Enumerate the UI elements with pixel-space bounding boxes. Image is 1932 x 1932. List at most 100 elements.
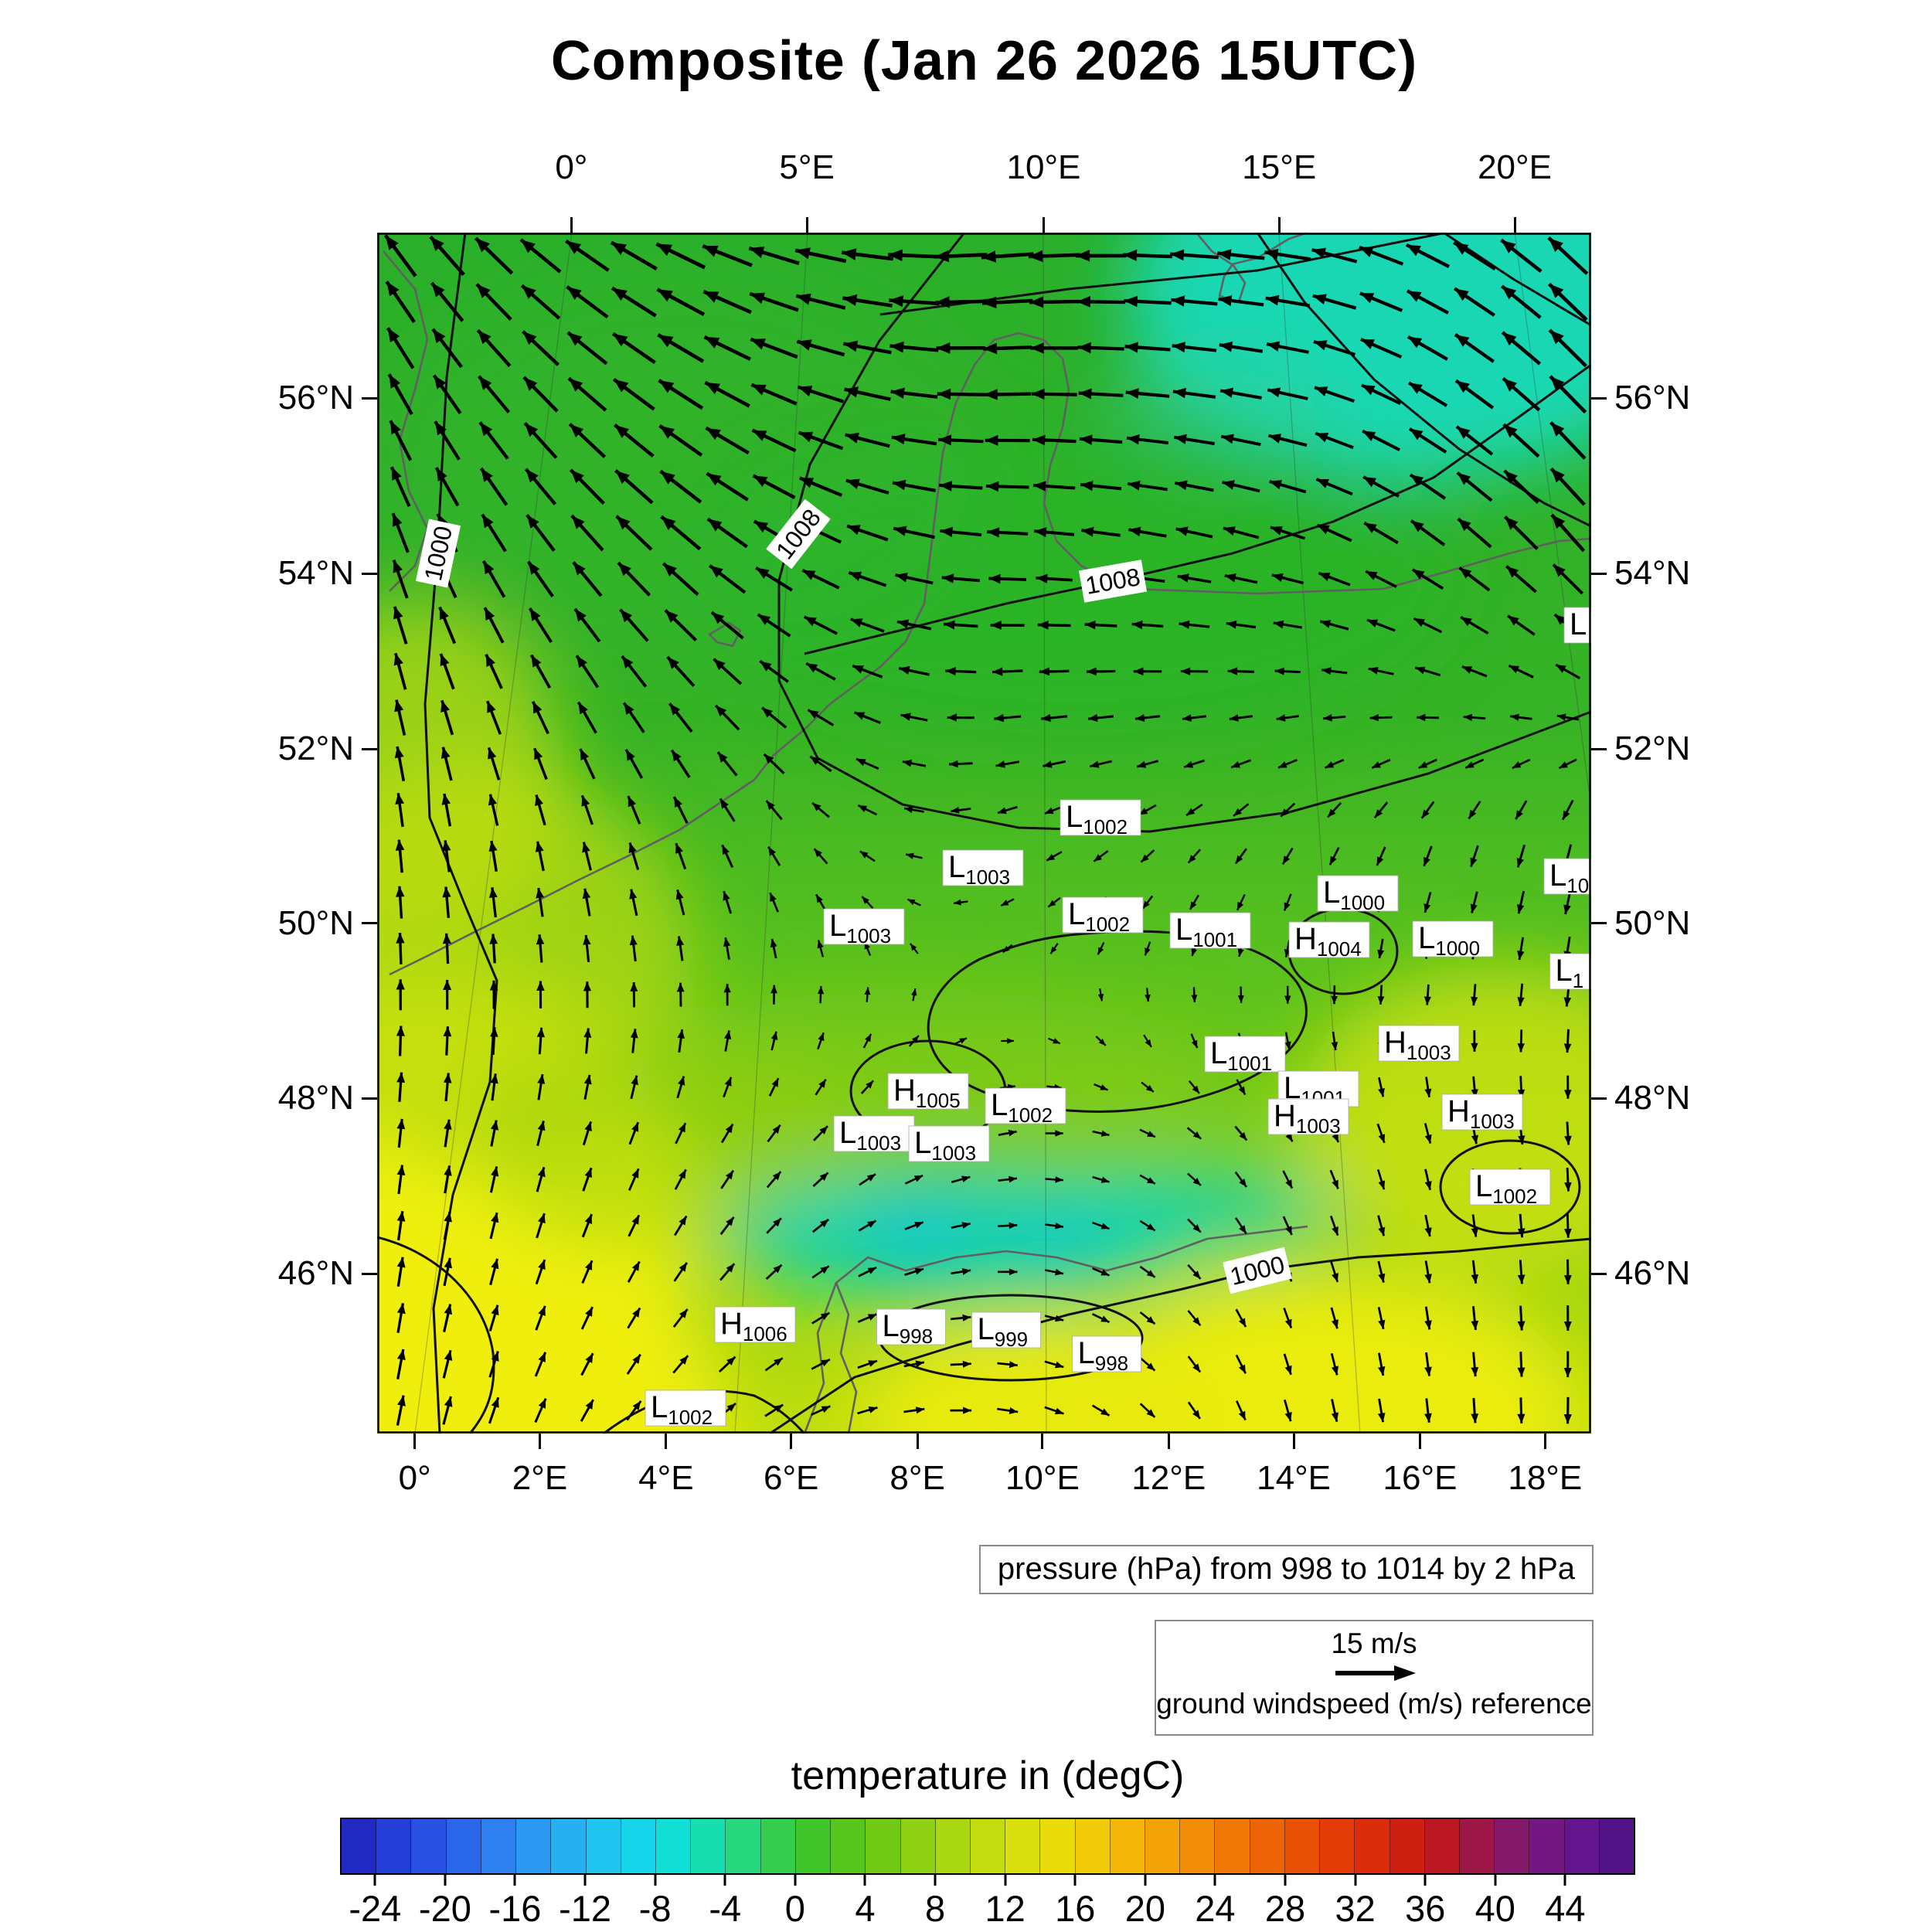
pressure-center-L10: L10 [1543,858,1591,897]
colorbar-tick-label: 44 [1545,1888,1586,1929]
colorbar-segment [760,1819,796,1873]
axis-tick [1418,1434,1421,1449]
colorbar-segment [411,1819,447,1873]
bottom-axis-label: 16°E [1383,1459,1458,1497]
svg-text:L1000: L1000 [1418,921,1480,960]
axis-tick [916,1434,919,1449]
pressure-center-L999: L999 [971,1311,1041,1351]
pressure-center-L1000: L1000 [1317,875,1399,914]
colorbar-segment [1389,1819,1425,1873]
bottom-axis-label: 18°E [1508,1459,1583,1497]
top-axis-label: 15°E [1242,148,1317,186]
colorbar-segment [376,1819,412,1873]
pressure-center-L1001: L1001 [1204,1036,1286,1075]
figure-title: Composite (Jan 26 2026 15UTC) [550,30,1418,92]
colorbar-segment [655,1819,692,1873]
graticule [414,233,1591,1434]
pressure-center-L1002: L1002 [985,1087,1066,1127]
colorbar-segment [691,1819,726,1873]
colorbar-segment [1529,1819,1565,1873]
axis-tick [362,396,377,400]
axis-tick [665,1434,668,1449]
axis-tick [1042,217,1045,233]
colorbar-tick-label: 12 [985,1888,1026,1929]
colorbar-segment [621,1819,656,1873]
axis-tick [1277,217,1281,233]
colorbar-segment [342,1819,377,1873]
colorbar-tick-label: 32 [1335,1888,1376,1929]
colorbar-tick-label: 4 [855,1888,876,1929]
axis-tick [1513,217,1516,233]
pressure-caption-text: pressure (hPa) from 998 to 1014 by 2 hPa [997,1552,1575,1586]
svg-text:L: L [1570,607,1587,641]
pressure-center-L1002: L1002 [645,1389,726,1429]
bottom-axis-label: 4°E [638,1459,694,1497]
axis-tick [790,1434,793,1449]
axis-tick [1167,1434,1170,1449]
contour-label-1000: 1000 [415,519,461,588]
colorbar-tick-label: 20 [1124,1888,1165,1929]
colorbar-segment [1215,1819,1250,1873]
bottom-axis-label: 8°E [889,1459,945,1497]
axis-tick [362,572,377,575]
colorbar-segment [1180,1819,1216,1873]
axis-tick [1591,922,1607,925]
colorbar-tick [1563,1875,1566,1886]
colorbar-tick [373,1875,376,1886]
colorbar-tick-label: 24 [1195,1888,1236,1929]
colorbar-segment [446,1819,481,1873]
left-axis-label: 52°N [277,730,354,768]
axis-tick [362,747,377,750]
colorbar-tick-label: -20 [418,1888,471,1929]
bottom-axis-label: 12°E [1131,1459,1206,1497]
colorbar-segment [1110,1819,1146,1873]
colorbar-tick [1144,1875,1147,1886]
colorbar-tick [863,1875,866,1886]
colorbar-tick-label: -12 [559,1888,612,1929]
colorbar-segment [1075,1819,1111,1873]
right-axis-label: 54°N [1614,554,1691,593]
colorbar-tick [1494,1875,1497,1886]
colorbar-segment [1564,1819,1600,1873]
axis-tick [1041,1434,1044,1449]
colorbar-segment [1250,1819,1285,1873]
pressure-center-H1006: H1006 [714,1306,796,1345]
axis-tick [1543,1434,1546,1449]
top-axis-label: 10°E [1006,148,1081,186]
pressure-center-L1000: L1000 [1412,920,1494,960]
left-axis-label: 56°N [277,379,354,417]
colorbar-tick [654,1875,657,1886]
pressure-center-H1003: H1003 [1378,1025,1460,1064]
colorbar-segment [1145,1819,1181,1873]
left-axis-label: 48°N [277,1079,354,1117]
pressure-center-L1003: L1003 [908,1125,990,1165]
right-axis-label: 56°N [1614,379,1691,417]
wind-reference-caption: ground windspeed (m/s) reference [1156,1688,1592,1719]
pressure-center-H1005: H1005 [887,1073,969,1112]
left-axis-label: 50°N [277,903,354,942]
axis-tick [1591,396,1607,400]
bottom-axis-label: 10°E [1005,1459,1080,1497]
colorbar-tick-label: -8 [638,1888,672,1929]
pressure-center-L998: L998 [1072,1335,1141,1375]
bottom-axis-label: 14°E [1257,1459,1332,1497]
right-axis-label: 50°N [1614,903,1691,942]
colorbar-tick [934,1875,937,1886]
colorbar-tick [723,1875,726,1886]
pressure-center-L1001: L1001 [1169,912,1251,951]
axis-tick [1292,1434,1295,1449]
top-axis-label: 5°E [779,148,835,186]
colorbar-segment [481,1819,517,1873]
left-axis-label: 46°N [277,1254,354,1293]
right-axis-label: 46°N [1614,1254,1691,1293]
colorbar-tick-label: 40 [1475,1888,1515,1929]
colorbar-tick-label: 8 [924,1888,946,1929]
colorbar-title: temperature in (degC) [791,1753,1185,1798]
axis-tick [539,1434,541,1449]
colorbar-segment [1320,1819,1355,1873]
pressure-center-H1003: H1003 [1267,1098,1349,1138]
bottom-axis-label: 6°E [763,1459,819,1497]
bottom-axis-label: 2°E [512,1459,568,1497]
